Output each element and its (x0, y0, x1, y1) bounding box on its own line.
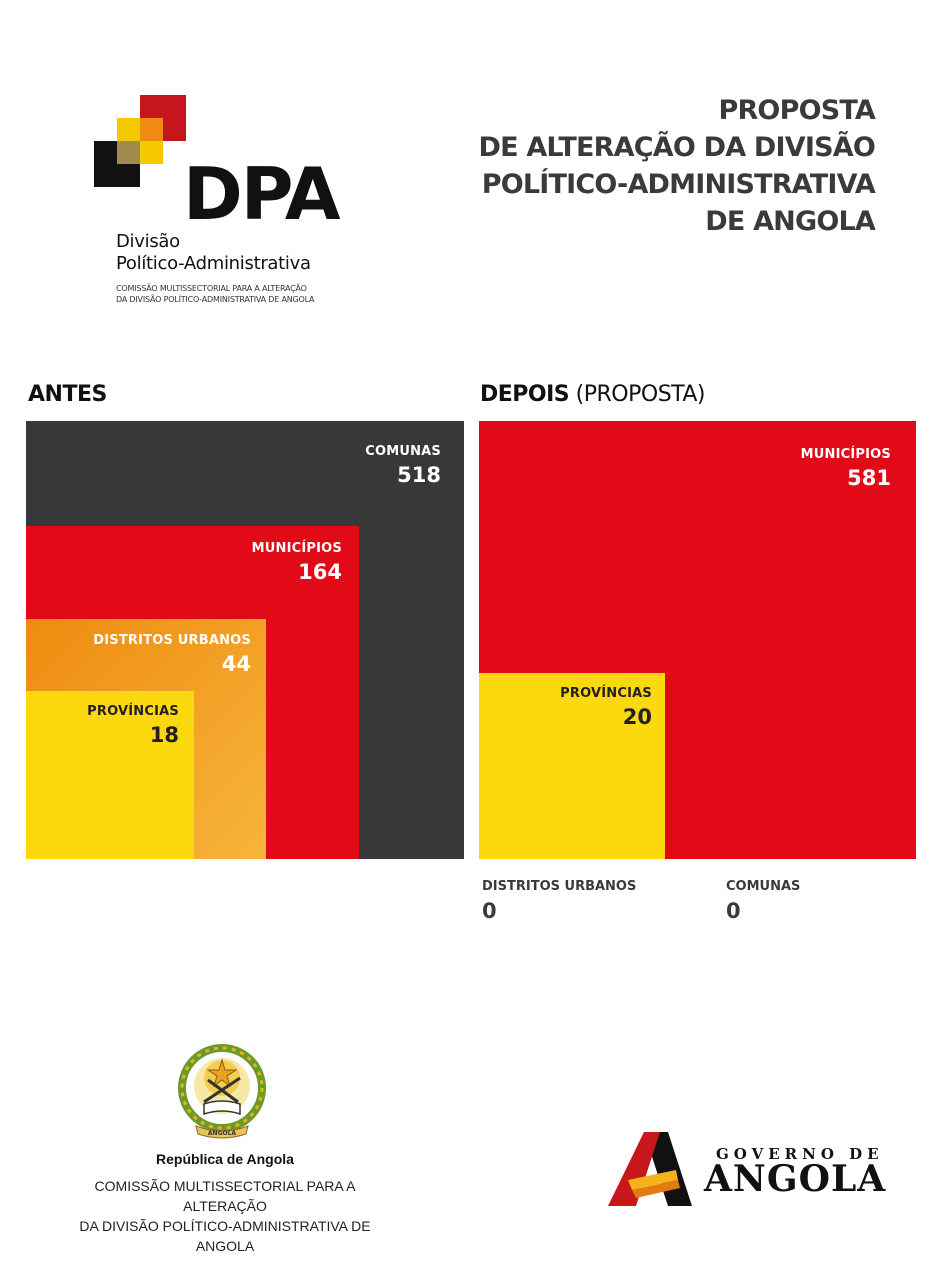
logo-commission: COMISSÃO MULTISSECTORIAL PARA A ALTERAÇÃ… (116, 283, 315, 305)
republic-block: República de Angola COMISSÃO MULTISSECTO… (60, 1150, 390, 1256)
antes-comunas-value: 518 (397, 463, 441, 487)
antes-distritos-label: DISTRITOS URBANOS 44 (93, 632, 251, 678)
antes-comunas-name: COMUNAS (365, 444, 441, 459)
depois-distritos-zero: DISTRITOS URBANOS 0 (482, 878, 636, 926)
logo-acronym: DPA (183, 152, 341, 236)
antes-municipios-label: MUNICÍPIOS 164 (252, 540, 342, 586)
depois-comunas-value: 0 (726, 899, 741, 923)
depois-label-extra: (PROPOSTA) (575, 382, 706, 407)
page-title: PROPOSTA DE ALTERAÇÃO DA DIVISÃO POLÍTIC… (478, 92, 875, 240)
antes-heading: ANTES (28, 382, 107, 407)
title-line4: DE ANGOLA (705, 206, 876, 237)
depois-municipios-value: 581 (847, 466, 891, 490)
antes-distritos-value: 44 (221, 652, 251, 676)
logo-subtitle-line1: Divisão (116, 231, 180, 252)
depois-label: DEPOIS (480, 382, 570, 407)
commission-line2: DA DIVISÃO POLÍTICO-ADMINISTRATIVA DE AN… (79, 1218, 371, 1254)
antes-label: ANTES (28, 382, 107, 407)
republic-name: República de Angola (156, 1151, 294, 1167)
logo-subtitle: Divisão Político-Administrativa (116, 231, 311, 275)
governo-angola-logo-icon (608, 1132, 692, 1206)
angola-text: ANGOLA (704, 1158, 887, 1200)
depois-municipios-name: MUNICÍPIOS (800, 447, 891, 462)
depois-distritos-value: 0 (482, 899, 497, 923)
commission-text: COMISSÃO MULTISSECTORIAL PARA A ALTERAÇÃ… (60, 1176, 390, 1256)
antes-provincias-value: 18 (149, 723, 179, 747)
emblem-text: ANGOLA (208, 1130, 237, 1137)
antes-provincias-name: PROVÍNCIAS (87, 704, 179, 719)
logo-square-olive (117, 141, 140, 164)
logo-commission-line2: DA DIVISÃO POLÍTICO-ADMINISTRATIVA DE AN… (116, 295, 315, 304)
antes-provincias-label: PROVÍNCIAS 18 (87, 703, 179, 749)
depois-distritos-name: DISTRITOS URBANOS (482, 879, 637, 894)
governo-text: GOVERNO DE (716, 1145, 884, 1163)
depois-provincias-label: PROVÍNCIAS 20 (560, 685, 652, 731)
depois-provincias-value: 20 (622, 705, 652, 729)
logo-commission-line1: COMISSÃO MULTISSECTORIAL PARA A ALTERAÇÃ… (116, 284, 307, 293)
depois-provincias-box (479, 673, 665, 859)
title-line2: DE ALTERAÇÃO DA DIVISÃO (478, 132, 875, 163)
depois-provincias-name: PROVÍNCIAS (560, 686, 652, 701)
title-line1: PROPOSTA (718, 95, 875, 126)
antes-municipios-name: MUNICÍPIOS (251, 541, 342, 556)
antes-provincias-box (26, 691, 194, 859)
antes-distritos-name: DISTRITOS URBANOS (93, 633, 251, 648)
antes-comunas-label: COMUNAS 518 (365, 443, 441, 489)
depois-comunas-name: COMUNAS (726, 879, 801, 894)
title-line3: POLÍTICO-ADMINISTRATIVA (481, 169, 876, 200)
angola-coat-of-arms-icon: ANGOLA (178, 1044, 266, 1139)
depois-comunas-zero: COMUNAS 0 (726, 878, 800, 926)
logo-square-orange (140, 118, 163, 141)
antes-municipios-value: 164 (298, 560, 342, 584)
logo-subtitle-line2: Político-Administrativa (116, 253, 311, 274)
commission-line1: COMISSÃO MULTISSECTORIAL PARA A ALTERAÇÃ… (94, 1178, 356, 1214)
depois-municipios-label: MUNICÍPIOS 581 (801, 446, 891, 492)
depois-heading: DEPOIS (PROPOSTA) (480, 382, 706, 407)
